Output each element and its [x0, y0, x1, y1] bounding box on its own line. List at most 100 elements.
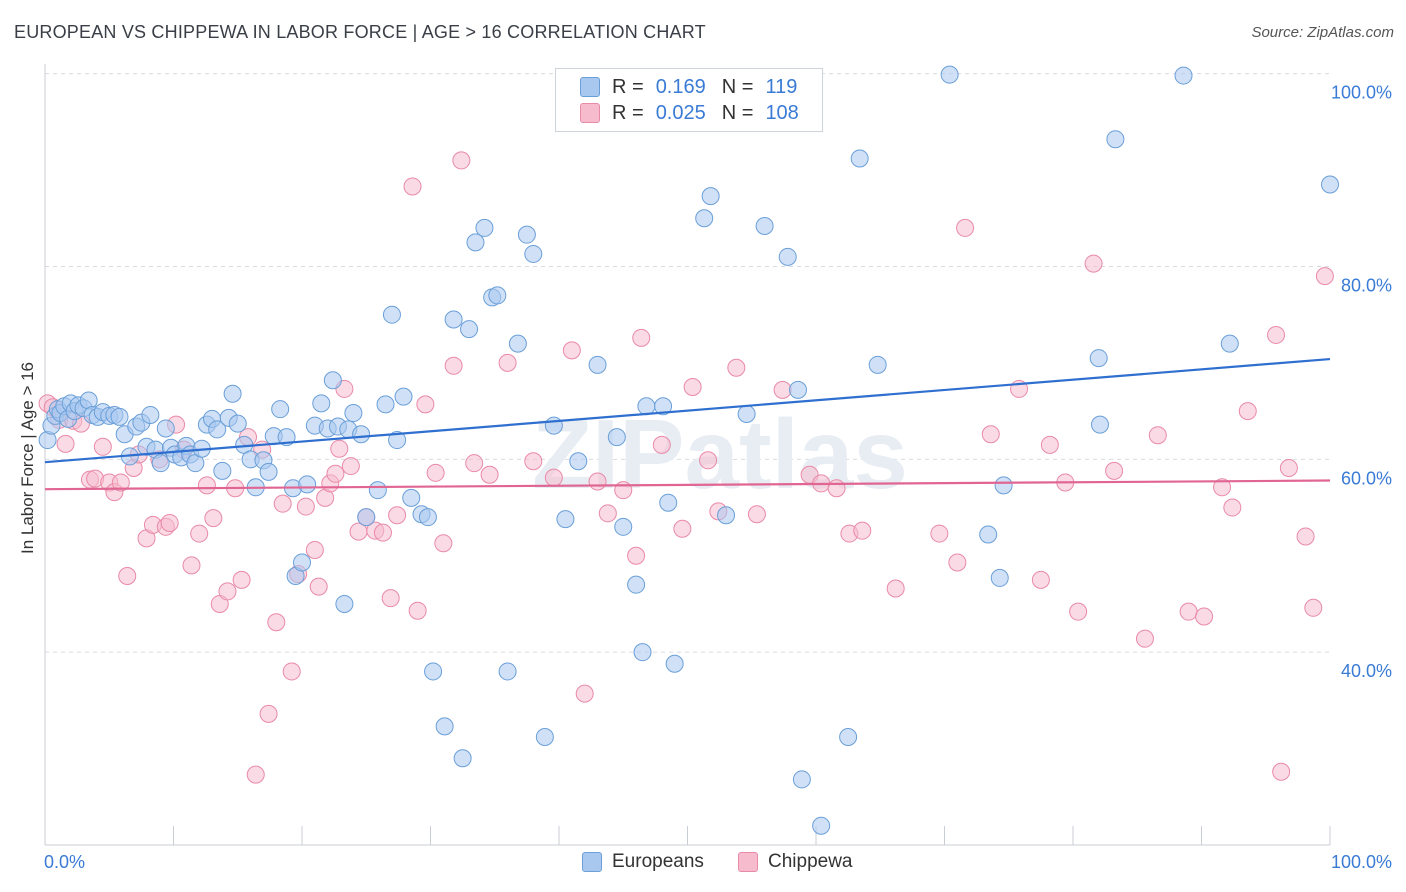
europeans-point: [394, 387, 413, 406]
europeans-point: [524, 244, 543, 263]
legend-row-europeans: R = 0.169 N = 119: [580, 75, 797, 99]
europeans-point: [298, 475, 317, 494]
legend-item-label: Europeans: [612, 851, 704, 872]
chippewa-swatch: [580, 103, 600, 123]
legend-item-chippewa[interactable]: Chippewa: [738, 851, 853, 873]
chippewa-point: [1267, 325, 1286, 344]
legend-item-europeans[interactable]: Europeans: [582, 851, 704, 873]
europeans-point: [868, 355, 887, 374]
europeans-point: [778, 247, 797, 266]
chippewa-point: [1084, 254, 1103, 273]
chippewa-point: [218, 582, 237, 601]
chippewa-point: [956, 218, 975, 237]
chippewa-point: [1272, 762, 1291, 781]
europeans-point: [812, 816, 831, 835]
europeans-point: [737, 405, 756, 424]
chippewa-point: [562, 341, 581, 360]
europeans-point: [701, 187, 720, 206]
europeans-point: [789, 380, 808, 399]
chippewa-point: [727, 358, 746, 377]
chippewa-point: [853, 521, 872, 540]
chippewa-point: [1304, 598, 1323, 617]
europeans-point: [1321, 175, 1339, 194]
europeans-point: [940, 65, 959, 84]
y-tick-labels: 40.0% 60.0% 80.0% 100.0%: [1331, 83, 1392, 682]
europeans-point: [1090, 415, 1109, 434]
europeans-point: [517, 225, 536, 244]
legend-r-value: 0.169: [655, 75, 706, 98]
chippewa-point: [246, 765, 265, 784]
europeans-point: [633, 643, 652, 662]
chippewa-point: [1315, 267, 1334, 286]
chippewa-point: [1031, 570, 1050, 589]
legend-r-value: 0.025: [655, 101, 706, 124]
europeans-point: [453, 749, 472, 768]
legend-r-label: R =: [612, 101, 644, 124]
chippewa-point: [1135, 629, 1154, 648]
chippewa-point: [56, 434, 75, 453]
chippewa-point: [773, 380, 792, 399]
europeans-point: [213, 461, 232, 480]
y-tick-label: 40.0%: [1341, 661, 1392, 681]
europeans-point: [654, 397, 673, 416]
chippewa-point: [403, 177, 422, 196]
x-tick-max: 100.0%: [1330, 852, 1392, 872]
europeans-point: [627, 575, 646, 594]
chippewa-point: [627, 546, 646, 565]
europeans-point: [418, 508, 437, 527]
y-tick-label: 60.0%: [1341, 468, 1392, 488]
europeans-point: [717, 506, 736, 525]
chippewa-point: [524, 452, 543, 471]
chippewa-point: [930, 524, 949, 543]
europeans-point: [1220, 334, 1239, 353]
chippewa-point: [416, 395, 435, 414]
europeans-point: [637, 397, 656, 416]
europeans-point: [402, 488, 421, 507]
europeans-point: [508, 334, 527, 353]
chippewa-point: [981, 425, 1000, 444]
chippewa-point: [1279, 458, 1298, 477]
chippewa-point: [373, 523, 392, 542]
europeans-point: [979, 525, 998, 544]
europeans-point: [466, 233, 485, 252]
europeans-point: [460, 320, 479, 339]
chippewa-point: [948, 553, 967, 572]
legend-item-label: Chippewa: [768, 851, 853, 872]
y-tick-label: 80.0%: [1341, 275, 1392, 295]
chippewa-point: [93, 437, 112, 456]
europeans-point: [488, 286, 507, 305]
legend-n-label: N =: [721, 75, 754, 98]
europeans-point: [228, 414, 247, 433]
chippewa-point: [381, 589, 400, 608]
europeans-point: [271, 400, 290, 419]
x-tick-min: 0.0%: [44, 852, 86, 872]
chippewa-point: [1238, 402, 1257, 421]
chippewa-point: [1105, 461, 1124, 480]
chippewa-point: [426, 463, 445, 482]
chippewa-point: [747, 505, 766, 524]
chippewa-point: [326, 464, 345, 483]
europeans-point: [293, 553, 311, 572]
europeans-point: [223, 384, 242, 403]
europeans-point: [990, 568, 1009, 587]
chippewa-point: [282, 662, 301, 681]
chippewa-point: [886, 579, 905, 598]
chippewa-point: [259, 704, 278, 723]
chippewa-point: [305, 540, 324, 559]
europeans-point: [850, 149, 869, 168]
chippewa-point: [444, 356, 463, 375]
chippewa-point: [296, 497, 315, 516]
axes: [44, 64, 1331, 846]
chippewa-point: [465, 454, 484, 473]
europeans-point: [357, 508, 376, 527]
europeans-point: [498, 662, 517, 681]
europeans-point: [323, 371, 342, 390]
europeans-point: [335, 594, 354, 613]
chippewa-point: [632, 328, 651, 347]
chippewa-point: [827, 479, 846, 498]
europeans-point: [556, 510, 575, 529]
europeans-swatch: [580, 77, 600, 97]
series-legend: Europeans Chippewa: [0, 851, 1406, 877]
europeans-point: [665, 654, 684, 673]
europeans-point: [208, 420, 227, 439]
